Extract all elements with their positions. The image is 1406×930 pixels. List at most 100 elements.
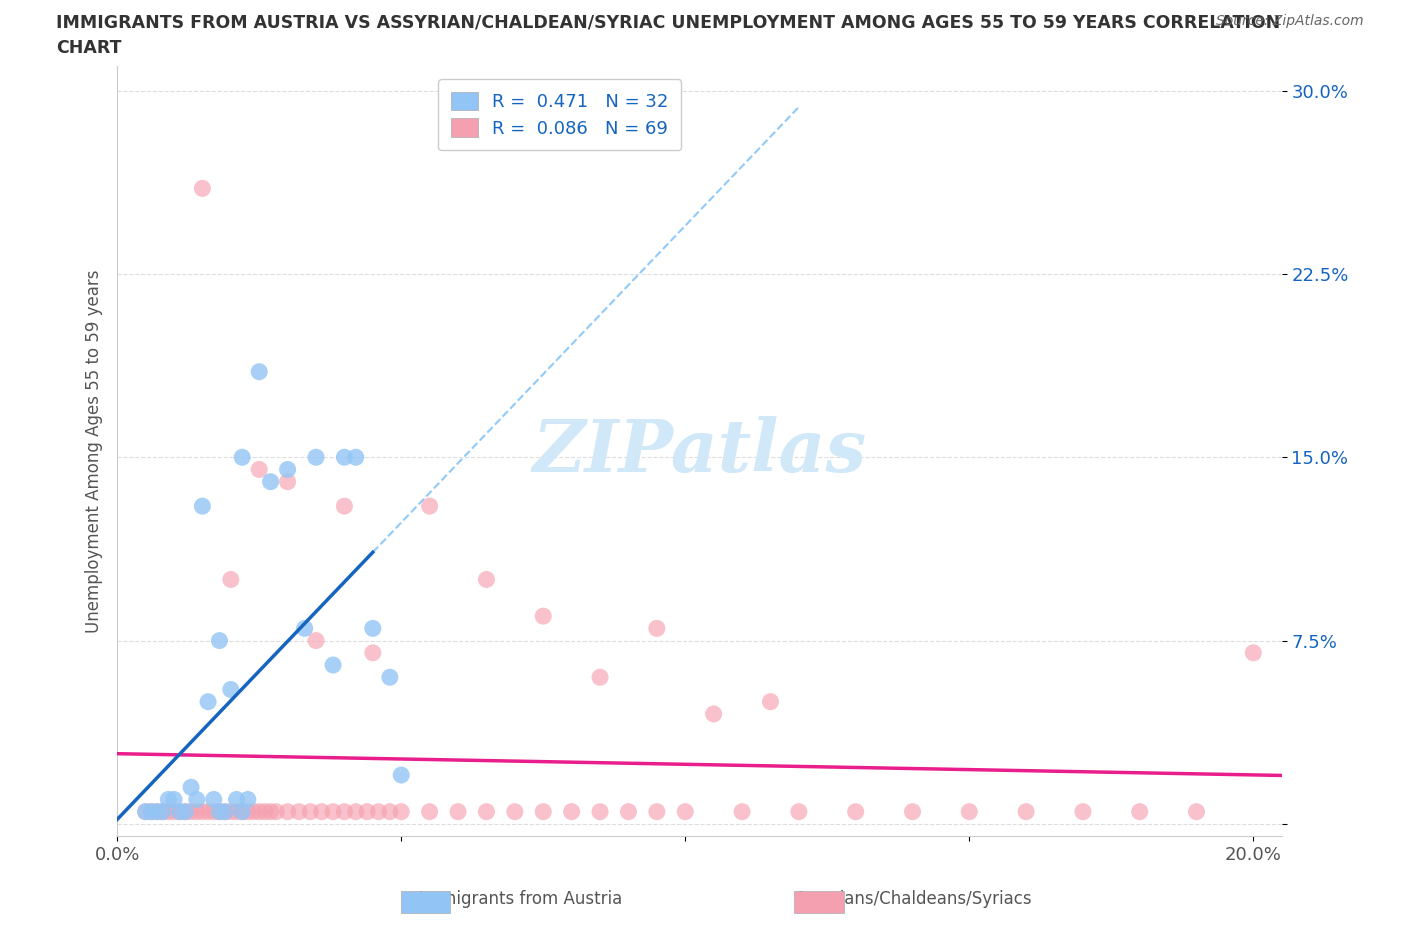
- Point: [174, 804, 197, 819]
- Point: [277, 474, 299, 489]
- Point: [361, 621, 384, 636]
- Point: [146, 804, 169, 819]
- Point: [311, 804, 333, 819]
- Point: [197, 804, 219, 819]
- Text: Immigrants from Austria: Immigrants from Austria: [419, 890, 621, 909]
- Point: [191, 181, 214, 196]
- Point: [703, 707, 725, 722]
- Point: [231, 450, 253, 465]
- Point: [141, 804, 163, 819]
- Text: Source: ZipAtlas.com: Source: ZipAtlas.com: [1216, 14, 1364, 28]
- Y-axis label: Unemployment Among Ages 55 to 59 years: Unemployment Among Ages 55 to 59 years: [86, 270, 103, 633]
- Point: [163, 792, 186, 807]
- Point: [447, 804, 470, 819]
- Point: [214, 804, 236, 819]
- Point: [419, 498, 441, 513]
- Point: [356, 804, 378, 819]
- Point: [202, 804, 225, 819]
- Point: [288, 804, 311, 819]
- Point: [333, 804, 356, 819]
- Point: [277, 462, 299, 477]
- Point: [503, 804, 526, 819]
- Point: [225, 804, 247, 819]
- Point: [253, 804, 276, 819]
- Text: ZIPatlas: ZIPatlas: [533, 416, 866, 486]
- Point: [294, 621, 316, 636]
- Point: [322, 658, 344, 672]
- Point: [361, 645, 384, 660]
- Point: [378, 670, 401, 684]
- Point: [208, 633, 231, 648]
- Point: [197, 695, 219, 710]
- Point: [589, 804, 612, 819]
- Point: [247, 462, 270, 477]
- Point: [208, 804, 231, 819]
- Point: [214, 804, 236, 819]
- Point: [225, 792, 247, 807]
- Point: [645, 804, 668, 819]
- Point: [247, 804, 270, 819]
- Point: [419, 804, 441, 819]
- Point: [242, 804, 264, 819]
- Point: [589, 670, 612, 684]
- Point: [344, 804, 367, 819]
- Point: [333, 498, 356, 513]
- Point: [157, 792, 180, 807]
- Point: [759, 695, 782, 710]
- Point: [219, 682, 242, 697]
- Point: [305, 450, 328, 465]
- Point: [174, 804, 197, 819]
- Point: [322, 804, 344, 819]
- Point: [141, 804, 163, 819]
- Point: [561, 804, 583, 819]
- Point: [169, 804, 191, 819]
- Point: [389, 804, 412, 819]
- Point: [475, 804, 498, 819]
- Point: [673, 804, 696, 819]
- Point: [299, 804, 322, 819]
- Point: [475, 572, 498, 587]
- Point: [531, 609, 554, 624]
- Point: [231, 804, 253, 819]
- Point: [152, 804, 174, 819]
- Point: [186, 792, 208, 807]
- Point: [277, 804, 299, 819]
- Point: [617, 804, 640, 819]
- Text: Assyrians/Chaldeans/Syriacs: Assyrians/Chaldeans/Syriacs: [794, 890, 1033, 909]
- Legend: R =  0.471   N = 32, R =  0.086   N = 69: R = 0.471 N = 32, R = 0.086 N = 69: [439, 79, 682, 151]
- Point: [264, 804, 287, 819]
- Point: [236, 792, 259, 807]
- Point: [135, 804, 157, 819]
- Point: [344, 450, 367, 465]
- Point: [305, 633, 328, 648]
- Point: [163, 804, 186, 819]
- Point: [208, 804, 231, 819]
- Point: [259, 474, 281, 489]
- Point: [787, 804, 810, 819]
- Point: [389, 767, 412, 782]
- Point: [378, 804, 401, 819]
- Point: [231, 804, 253, 819]
- Point: [219, 572, 242, 587]
- Point: [202, 792, 225, 807]
- Point: [152, 804, 174, 819]
- Point: [531, 804, 554, 819]
- Point: [259, 804, 281, 819]
- Point: [845, 804, 868, 819]
- Point: [157, 804, 180, 819]
- Point: [191, 498, 214, 513]
- Point: [135, 804, 157, 819]
- Point: [1241, 645, 1264, 660]
- Point: [169, 804, 191, 819]
- Point: [731, 804, 754, 819]
- Point: [180, 804, 202, 819]
- Point: [219, 804, 242, 819]
- Point: [1015, 804, 1038, 819]
- Text: IMMIGRANTS FROM AUSTRIA VS ASSYRIAN/CHALDEAN/SYRIAC UNEMPLOYMENT AMONG AGES 55 T: IMMIGRANTS FROM AUSTRIA VS ASSYRIAN/CHAL…: [56, 14, 1281, 32]
- Point: [236, 804, 259, 819]
- Point: [333, 450, 356, 465]
- Point: [247, 365, 270, 379]
- Point: [186, 804, 208, 819]
- Point: [191, 804, 214, 819]
- Point: [1129, 804, 1152, 819]
